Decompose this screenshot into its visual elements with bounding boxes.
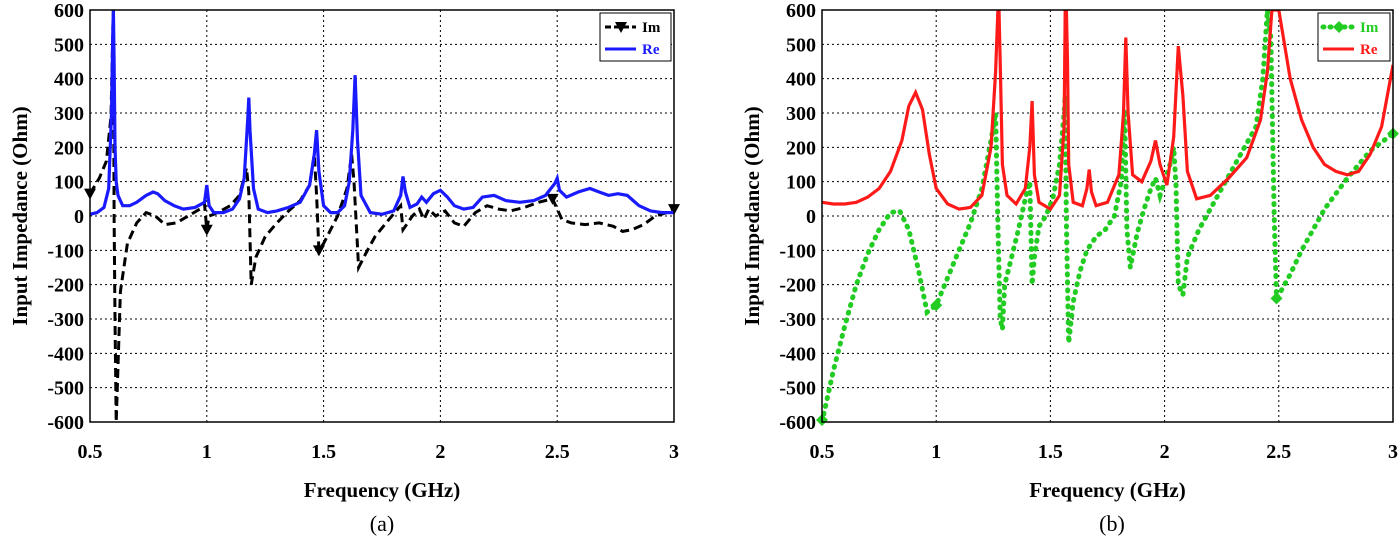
- x-axis-title: Frequency (GHz): [1029, 478, 1186, 502]
- legend: Im Re: [1317, 12, 1391, 62]
- x-tick-label: 1: [931, 441, 941, 463]
- x-tick-label: 1.5: [1038, 441, 1063, 463]
- legend-label-im: Im: [1360, 20, 1379, 36]
- x-tick-label: 0.5: [78, 441, 103, 463]
- y-tick-label: 500: [54, 34, 84, 56]
- x-tick-label: 1.5: [311, 441, 336, 463]
- x-tick-label: 3: [1388, 441, 1398, 463]
- y-tick-label: 100: [54, 172, 84, 194]
- panel-caption: (a): [370, 511, 394, 536]
- x-tick-label: 0.5: [810, 441, 835, 463]
- data-marker: [200, 224, 213, 236]
- y-tick-label: -500: [779, 378, 816, 400]
- y-tick-label: -100: [47, 240, 84, 262]
- y-tick-label: 300: [786, 103, 816, 125]
- x-tick-label: 2: [1160, 441, 1170, 463]
- y-tick-label: -500: [47, 378, 84, 400]
- x-tick-label: 1: [202, 441, 212, 463]
- x-tick-label: 3: [669, 441, 679, 463]
- y-tick-label: 400: [786, 69, 816, 91]
- data-marker: [1270, 292, 1283, 305]
- legend-marker: [615, 22, 627, 33]
- y-tick-label: -600: [779, 412, 816, 434]
- y-tick-label: 300: [54, 103, 84, 125]
- y-tick-label: -300: [779, 309, 816, 331]
- y-tick-label: -200: [779, 275, 816, 297]
- y-tick-label: 200: [54, 137, 84, 159]
- data-marker: [546, 193, 559, 205]
- x-tick-label: 2.5: [545, 441, 570, 463]
- data-marker: [312, 245, 325, 257]
- panel-caption: (b): [1099, 511, 1125, 536]
- plot-frame: [821, 9, 1394, 423]
- x-axis-title: Frequency (GHz): [304, 478, 461, 502]
- chart-panel-b: 600 500 400 300 200 100 0 -100 -200 -300 -400 -500 -…: [740, 0, 1399, 536]
- x-tick-label: 2: [435, 441, 445, 463]
- y-tick-label: 0: [806, 206, 816, 228]
- data-marker: [930, 299, 943, 312]
- x-tick-label: 2.5: [1266, 441, 1291, 463]
- series-line-re: [822, 10, 1393, 212]
- series-line-im: [822, 10, 1393, 422]
- y-axis-title: Input Impedance (Ohm): [8, 106, 32, 325]
- y-tick-label: -600: [47, 412, 84, 434]
- legend-box: [599, 12, 672, 62]
- y-tick-label: -400: [47, 343, 84, 365]
- legend: Im Re: [599, 12, 672, 62]
- series-line-im: [90, 10, 674, 422]
- legend-label-re: Re: [642, 42, 660, 58]
- y-tick-label: 400: [54, 69, 84, 91]
- y-tick-label: 100: [786, 172, 816, 194]
- y-tick-label: -100: [779, 240, 816, 262]
- series-line-re: [90, 10, 674, 216]
- y-tick-label: 600: [54, 0, 84, 22]
- y-tick-label: 500: [786, 34, 816, 56]
- legend-label-re: Re: [1360, 42, 1378, 58]
- legend-label-im: Im: [642, 20, 661, 36]
- y-tick-label: -300: [47, 309, 84, 331]
- plot-frame: [89, 9, 675, 423]
- y-tick-label: 0: [74, 206, 84, 228]
- legend-marker: [1333, 21, 1345, 33]
- y-tick-label: -200: [47, 275, 84, 297]
- legend-box: [1317, 12, 1391, 62]
- y-tick-label: 600: [786, 0, 816, 22]
- y-tick-label: -400: [779, 343, 816, 365]
- y-axis-title: Input Impedance (Ohm): [740, 106, 764, 325]
- y-tick-label: 200: [786, 137, 816, 159]
- chart-panel-a: 600 500 400 300 200 100 0 -100 -200 -300 -400 -500 -…: [8, 0, 680, 536]
